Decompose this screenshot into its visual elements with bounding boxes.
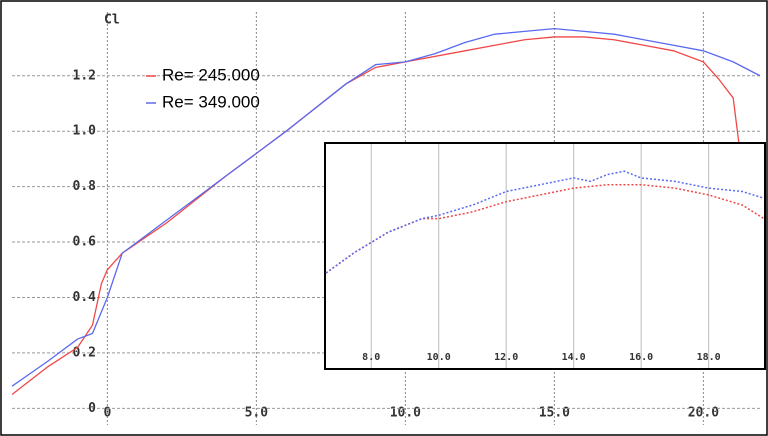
main-plot: 0 5.0 10.0 15.0 20.0 0 0.2 0.4 0.6 0.8 1.0 1.2 Re= 2… [11, 12, 761, 425]
series-line [325, 170, 765, 274]
x-tick-label: 18.0 [697, 352, 721, 363]
x-tick-label: 14.0 [562, 352, 586, 363]
y-tick-label: 0.6 [73, 235, 97, 250]
series-line [11, 36, 740, 396]
x-tick-label: 20.0 [688, 406, 719, 421]
x-tick-label: 5.0 [245, 406, 269, 421]
y-tick-label: 0 [88, 401, 96, 416]
y-tick-label: 0.2 [73, 345, 96, 360]
inset-frame [324, 142, 766, 370]
legend-label: Re= 245.000 [162, 65, 260, 84]
x-tick-label: 10.0 [427, 352, 451, 363]
y-tick-label: 1.2 [73, 68, 96, 83]
y-tick-label: 0.4 [73, 290, 97, 305]
y-tick-label: 0.8 [73, 179, 97, 194]
x-tick-label: 16.0 [629, 352, 653, 363]
x-tick-label: 15.0 [539, 406, 570, 421]
y-axis-label: Cl [104, 13, 120, 28]
series-line [325, 183, 765, 274]
series-line [11, 27, 761, 387]
x-tick-label: 10.0 [390, 406, 421, 421]
legend-label: Re= 349.000 [162, 92, 260, 111]
y-tick-label: 1.0 [73, 124, 97, 139]
x-tick-label: 12.0 [494, 352, 518, 363]
x-tick-label: 0 [103, 406, 111, 421]
x-tick-label: 8.0 [362, 352, 380, 363]
inset-plot: 8.0 10.0 12.0 14.0 16.0 18.0 [325, 144, 765, 368]
